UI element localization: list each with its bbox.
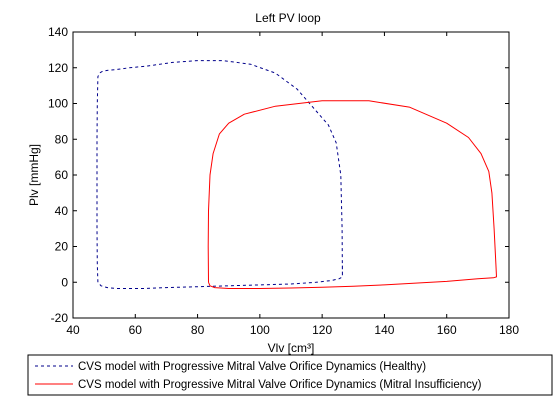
plot-area <box>72 31 510 319</box>
series-insufficiency-line <box>207 100 497 289</box>
legend: CVS model with Progressive Mitral Valve … <box>27 354 553 396</box>
y-tick-label: 120 <box>48 61 68 75</box>
legend-box <box>27 354 553 396</box>
x-tick-label: 160 <box>437 323 457 337</box>
x-axis-label: Vlv [cm³] <box>268 341 315 355</box>
y-tick-label: -20 <box>51 311 69 325</box>
chart-title: Left PV loop <box>255 11 321 25</box>
x-tick-label: 80 <box>191 323 205 337</box>
y-tick-label: 0 <box>61 275 68 289</box>
y-tick-label: 140 <box>48 25 68 39</box>
series-layer <box>96 60 497 289</box>
y-axis-label: Plv [mmHg] <box>27 144 41 206</box>
x-tick-label: 60 <box>129 323 143 337</box>
legend-label-healthy: CVS model with Progressive Mitral Valve … <box>78 361 426 373</box>
x-tick-label: 120 <box>312 323 332 337</box>
x-tick-label: 100 <box>250 323 270 337</box>
y-tick-label: 60 <box>55 168 69 182</box>
y-tick-label: 40 <box>55 204 69 218</box>
series-healthy-line <box>96 60 343 289</box>
y-tick-label: 100 <box>48 97 68 111</box>
x-tick-labels: 40 60 80 100 120 140 160 180 <box>66 323 519 337</box>
y-tick-label: 20 <box>55 240 69 254</box>
y-tick-label: 80 <box>55 132 69 146</box>
x-tick-label: 40 <box>66 323 80 337</box>
x-tick-label: 140 <box>374 323 394 337</box>
y-tick-labels: 140 120 100 80 60 40 20 0 -20 <box>48 25 68 325</box>
legend-label-insufficiency: CVS model with Progressive Mitral Valve … <box>78 379 482 391</box>
x-tick-label: 180 <box>499 323 519 337</box>
axis-ticks <box>72 31 510 319</box>
